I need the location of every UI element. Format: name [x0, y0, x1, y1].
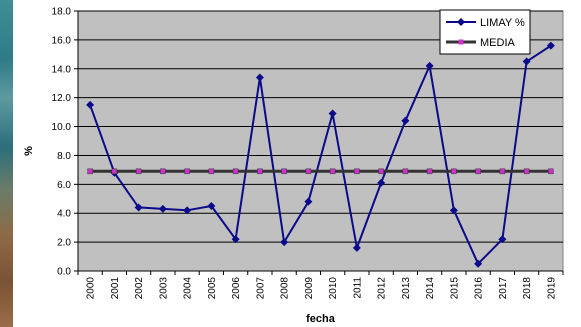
data-point-limay [401, 116, 410, 125]
x-tick-label: 2012 [377, 277, 388, 300]
x-tick-label: 2015 [449, 277, 460, 300]
data-point-limay [304, 197, 313, 206]
x-tick-label: 2006 [231, 277, 242, 300]
data-point-limay [522, 57, 531, 66]
data-point-media [499, 168, 506, 175]
data-point-media [329, 168, 336, 175]
y-tick-label: 16.0 [52, 35, 72, 46]
data-point-limay [425, 61, 434, 70]
data-point-media [451, 168, 457, 175]
data-point-limay [498, 235, 507, 244]
legend-label: LIMAY % [480, 17, 525, 29]
y-tick-label: 10.0 [52, 122, 72, 133]
legend-box [439, 9, 531, 55]
data-point-media [257, 168, 263, 175]
y-tick-label: 6.0 [57, 180, 71, 191]
data-point-limay [352, 243, 361, 252]
x-tick-label: 2018 [522, 277, 533, 300]
data-point-limay [231, 235, 240, 244]
x-tick-label: 2016 [474, 277, 485, 300]
data-point-limay [183, 206, 192, 215]
data-point-media [87, 168, 93, 175]
data-point-limay [255, 73, 264, 82]
y-tick-label: 0.0 [57, 267, 71, 278]
x-tick-label: 2019 [546, 277, 557, 300]
data-point-limay [280, 238, 289, 247]
y-tick-label: 4.0 [57, 209, 71, 220]
data-point-media [378, 168, 384, 175]
x-tick-label: 2017 [498, 277, 509, 300]
data-point-media [232, 168, 239, 175]
x-tick-label: 2001 [110, 277, 121, 300]
data-point-media [426, 168, 433, 175]
y-tick-label: 12.0 [52, 93, 72, 104]
data-point-media [281, 168, 287, 175]
data-point-limay [134, 203, 143, 212]
y-axis-title: % [23, 146, 35, 156]
data-point-limay [86, 100, 95, 109]
x-tick-label: 2010 [328, 277, 339, 300]
data-point-limay [474, 259, 483, 268]
legend-label: MEDIA [480, 37, 516, 49]
data-point-media [548, 168, 554, 175]
data-point-media [111, 168, 118, 175]
data-point-limay [546, 41, 555, 50]
x-tick-label: 2013 [401, 277, 412, 300]
data-point-media [354, 168, 360, 175]
x-tick-label: 2004 [183, 277, 194, 300]
data-point-media [523, 168, 530, 175]
x-tick-label: 2008 [280, 277, 291, 300]
x-tick-label: 2003 [158, 277, 169, 300]
data-point-limay [158, 204, 167, 213]
x-tick-label: 2002 [134, 277, 145, 300]
x-axis-title: fecha [306, 313, 336, 325]
data-point-media [184, 168, 190, 175]
data-point-limay [207, 202, 216, 210]
y-tick-label: 2.0 [57, 238, 71, 249]
data-point-media [305, 168, 312, 175]
data-point-media [135, 168, 142, 175]
x-tick-label: 2005 [207, 277, 218, 300]
y-tick-label: 18.0 [52, 7, 72, 18]
legend-marker [457, 18, 465, 26]
y-tick-label: 14.0 [52, 64, 72, 75]
x-tick-label: 2009 [304, 277, 315, 300]
data-point-limay [449, 206, 458, 215]
legend-marker [458, 39, 464, 45]
x-tick-label: 2007 [255, 277, 266, 300]
background-image-strip [0, 0, 13, 327]
x-tick-label: 2014 [425, 277, 436, 300]
series-limay [86, 41, 555, 268]
series-media [87, 168, 554, 175]
x-tick-label: 2011 [352, 277, 363, 299]
data-point-media [402, 168, 409, 175]
data-point-media [160, 168, 166, 175]
data-point-media [208, 168, 215, 175]
data-point-media [475, 168, 481, 175]
series-line [89, 44, 552, 266]
y-tick-label: 8.0 [57, 151, 71, 162]
data-point-limay [377, 178, 386, 187]
data-point-limay [328, 109, 337, 118]
x-tick-label: 2000 [86, 277, 97, 300]
legend: LIMAY % MEDIA [439, 9, 531, 55]
